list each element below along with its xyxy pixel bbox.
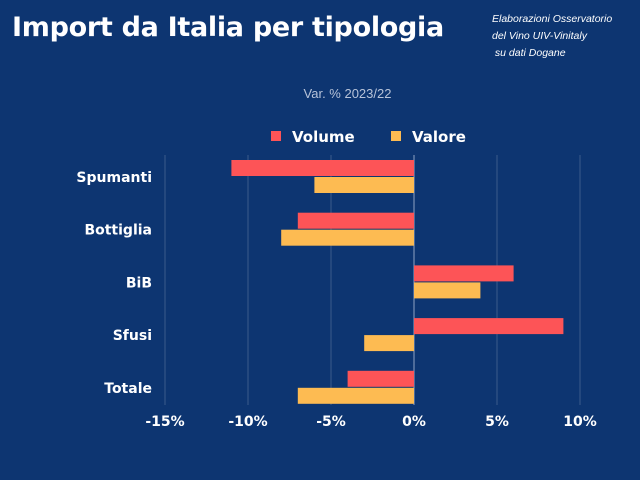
legend-swatch-volume <box>271 131 281 141</box>
x-tick-label: 0% <box>402 414 426 430</box>
source-note: Elaborazioni Osservatorio del Vino UIV-V… <box>492 11 612 62</box>
bar-valore-sfusi <box>364 335 414 352</box>
legend: Volume Valore <box>271 128 466 146</box>
bar-valore-totale <box>297 387 414 404</box>
x-tick-label: 5% <box>485 414 509 430</box>
legend-swatch-valore <box>391 131 401 141</box>
category-label: Sfusi <box>113 328 152 344</box>
legend-label-volume: Volume <box>292 128 355 146</box>
x-tick-labels: -15% -10% -5% 0% 5% 10% <box>145 414 596 430</box>
bar-valore-spumanti <box>314 177 414 193</box>
chart-subtitle: Var. % 2023/22 <box>303 86 392 101</box>
category-label: Totale <box>104 381 152 397</box>
bar-valore-bib <box>414 282 481 299</box>
bar-volume-spumanti <box>231 160 414 176</box>
bar-volume-bib <box>414 265 514 282</box>
category-label: Spumanti <box>76 170 152 186</box>
category-labels: Spumanti Bottiglia BiB Sfusi Totale <box>76 170 152 397</box>
source-line: del Vino UIV-Vinitaly <box>492 30 587 42</box>
bar-valore-bottiglia <box>281 229 414 246</box>
source-line: Elaborazioni Osservatorio <box>492 13 613 25</box>
bar-volume-bottiglia <box>297 212 414 229</box>
bar-volume-totale <box>347 370 414 387</box>
chart-title: Import da Italia per tipologia <box>12 12 444 43</box>
x-tick-label: -5% <box>316 414 346 430</box>
x-tick-label: 10% <box>563 414 597 430</box>
bar-volume-sfusi <box>414 318 564 335</box>
category-label: BiB <box>126 275 152 291</box>
x-tick-label: -15% <box>145 414 184 430</box>
legend-label-valore: Valore <box>412 128 466 146</box>
bars <box>231 160 564 404</box>
category-label: Bottiglia <box>84 223 152 239</box>
source-line: su dati Dogane <box>492 47 566 59</box>
x-tick-label: -10% <box>228 414 267 430</box>
